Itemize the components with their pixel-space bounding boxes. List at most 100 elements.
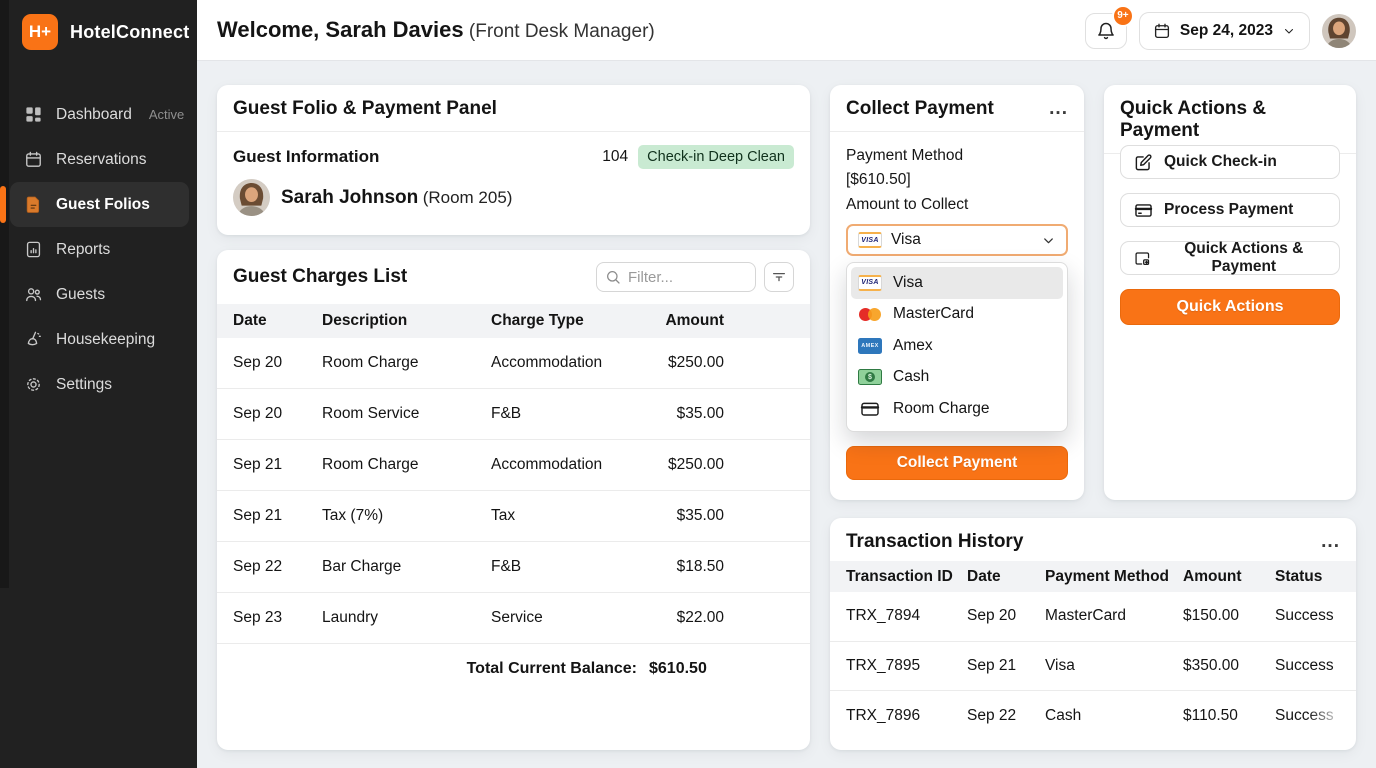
guest-room-ref: (Room 205) xyxy=(422,187,513,207)
filter-input[interactable] xyxy=(596,262,756,292)
col-header-amount: Amount xyxy=(1183,567,1242,585)
dropdown-option-cash[interactable]: $ Cash xyxy=(851,362,1063,394)
dropdown-option-amex[interactable]: AMEX Amex xyxy=(851,330,1063,362)
collect-payment-button[interactable]: Collect Payment xyxy=(846,446,1068,480)
charges-table-body: Sep 20 Room Charge Accommodation $250.00… xyxy=(217,338,810,644)
charge-type: Tax xyxy=(491,507,516,524)
sidebar-item-label: Settings xyxy=(56,375,113,393)
charge-amount: $22.00 xyxy=(676,609,724,626)
charge-amount: $35.00 xyxy=(676,507,724,524)
panel-menu-icon[interactable]: ... xyxy=(1049,98,1068,119)
panel-menu-icon[interactable]: ... xyxy=(1321,531,1340,552)
amex-card-icon: AMEX xyxy=(858,337,882,354)
charge-amount: $18.50 xyxy=(676,558,724,575)
charge-amount: $250.00 xyxy=(667,354,724,371)
col-header-date: Date xyxy=(233,312,267,329)
cash-banknote-icon: $ xyxy=(858,369,882,386)
sidebar-item-guest-folios[interactable]: Guest Folios xyxy=(0,182,189,227)
charge-table-row[interactable]: Sep 20 Room Service F&B $35.00 xyxy=(217,389,810,440)
app-logo: H+ xyxy=(22,14,58,50)
charge-date: Sep 23 xyxy=(233,609,283,626)
charge-date: Sep 20 xyxy=(233,354,283,371)
notifications-button[interactable]: 9+ xyxy=(1084,4,1134,49)
charge-date: Sep 21 xyxy=(233,456,283,473)
sidebar-item-guests[interactable]: Guests xyxy=(0,272,197,317)
charge-type: F&B xyxy=(491,405,522,422)
dropdown-option-mastercard[interactable]: MasterCard xyxy=(851,299,1063,331)
charge-table-row[interactable]: Sep 23 Laundry Service $22.00 xyxy=(217,593,810,644)
quick-checkin-button[interactable]: Quick Check-in xyxy=(1120,145,1340,179)
sidebar-item-housekeeping[interactable]: Housekeeping xyxy=(0,317,197,362)
panel-title: Guest Charges List xyxy=(233,266,408,287)
welcome-role: (Front Desk Manager) xyxy=(463,21,655,42)
total-balance-label: Total Current Balance: xyxy=(466,660,637,677)
col-header-date: Date xyxy=(967,567,1001,585)
charge-description: Room Service xyxy=(322,405,420,422)
charge-table-row[interactable]: Sep 20 Room Charge Accommodation $250.00 xyxy=(217,338,810,389)
button-label: Quick Actions & Payment xyxy=(1184,240,1304,275)
charge-type: Accommodation xyxy=(491,354,603,371)
charge-table-row[interactable]: Sep 21 Room Charge Accommodation $250.00 xyxy=(217,440,810,491)
folio-document-icon xyxy=(24,195,43,214)
top-header: Welcome, Sarah Davies (Front Desk Manage… xyxy=(197,0,1376,61)
guest-name: Sarah Johnson xyxy=(281,186,419,208)
process-payment-button[interactable]: Process Payment xyxy=(1120,193,1340,227)
transactions-table-header: Transaction ID Date Payment Method Amoun… xyxy=(830,561,1356,592)
dropdown-option-visa[interactable]: VISA Visa xyxy=(851,267,1063,299)
charge-type: Accommodation xyxy=(491,456,603,473)
sidebar-item-label: Guests xyxy=(56,285,106,303)
sidebar-item-dashboard[interactable]: Dashboard Active xyxy=(0,92,197,137)
charge-amount: $35.00 xyxy=(676,405,724,422)
dropdown-option-room-charge[interactable]: Room Charge xyxy=(851,393,1063,425)
quick-actions-primary-button[interactable]: Quick Actions xyxy=(1120,289,1340,325)
charge-description: Room Charge xyxy=(322,456,419,473)
payment-method-select[interactable]: VISA Visa xyxy=(846,224,1068,256)
card-arrow-icon xyxy=(1135,251,1150,265)
guest-charges-panel: Guest Charges List Date Description Char… xyxy=(217,250,810,750)
option-label: Room Charge xyxy=(893,399,990,417)
sidebar-item-label: Guest Folios xyxy=(56,195,150,213)
option-label: Amex xyxy=(893,336,933,354)
col-header-payment-method: Payment Method xyxy=(1045,567,1170,585)
app-name: HotelConnect xyxy=(70,21,190,42)
charge-type: F&B xyxy=(491,558,522,575)
quick-actions-panel: Quick Actions & Payment Quick Check-in P… xyxy=(1104,85,1356,500)
total-balance-value: $610.50 xyxy=(649,660,707,677)
date-picker-button[interactable]: Sep 24, 2023 xyxy=(1138,11,1310,50)
panel-title: Guest Folio & Payment Panel xyxy=(233,98,497,119)
settings-gear-icon xyxy=(24,375,43,394)
chevron-down-icon xyxy=(1284,28,1294,34)
sidebar-item-reports[interactable]: Reports xyxy=(0,227,197,272)
charge-date: Sep 21 xyxy=(233,507,283,524)
transaction-history-panel: Transaction History ... Transaction ID D… xyxy=(830,518,1356,750)
filter-lines-icon xyxy=(773,273,785,282)
transaction-row[interactable]: TRX_7896 Sep 22 Cash $110.50 Success xyxy=(830,691,1356,741)
charge-description: Laundry xyxy=(322,609,379,626)
transaction-amount: $110.50 xyxy=(1183,706,1238,724)
dashboard-grid-icon xyxy=(24,105,43,124)
credit-card-icon xyxy=(1134,203,1153,217)
sidebar-item-settings[interactable]: Settings xyxy=(0,362,197,407)
transaction-row[interactable]: TRX_7895 Sep 21 Visa $350.00 Success xyxy=(830,642,1356,691)
charge-amount: $250.00 xyxy=(667,456,724,473)
edit-pencil-icon xyxy=(1135,153,1152,170)
visa-card-icon: VISA xyxy=(858,232,882,248)
panel-title: Quick Actions & Payment xyxy=(1120,98,1267,141)
transaction-row[interactable]: TRX_7894 Sep 20 MasterCard $150.00 Succe… xyxy=(830,592,1356,642)
transaction-status: Success xyxy=(1275,706,1334,724)
date-label: Sep 24, 2023 xyxy=(1179,21,1273,39)
charge-description: Room Charge xyxy=(322,354,419,371)
amount-to-collect-label: Amount to Collect xyxy=(846,195,969,213)
welcome-name: Welcome, Sarah Davies xyxy=(217,17,464,42)
transaction-amount: $150.00 xyxy=(1183,607,1240,625)
quick-actions-payment-button[interactable]: Quick Actions & Payment xyxy=(1120,240,1340,275)
transaction-id: TRX_7894 xyxy=(846,607,921,625)
charge-table-row[interactable]: Sep 22 Bar Charge F&B $18.50 xyxy=(217,542,810,593)
filter-button[interactable] xyxy=(764,262,794,292)
button-label: Process Payment xyxy=(1164,201,1294,218)
sidebar-item-suffix: Active xyxy=(148,107,185,122)
charge-table-row[interactable]: Sep 21 Tax (7%) Tax $35.00 xyxy=(217,491,810,542)
room-number-tag: 104 xyxy=(602,148,629,165)
sidebar-item-reservations[interactable]: Reservations xyxy=(0,137,197,182)
user-avatar[interactable] xyxy=(1322,13,1356,48)
